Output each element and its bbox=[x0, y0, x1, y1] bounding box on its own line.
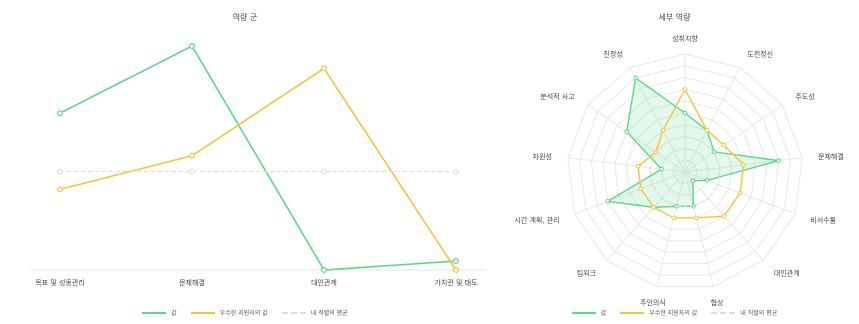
radar-grid-ring bbox=[661, 147, 709, 196]
line-chart-legend: 값 우수한 지원자의 값 내 직렬의 평균 bbox=[0, 308, 490, 317]
radar-axis-label: 도전정신 bbox=[747, 49, 773, 58]
radar-axis-label: 주도성 bbox=[795, 92, 814, 101]
legend-label: 값 bbox=[171, 310, 177, 317]
radar-grid-ring bbox=[672, 159, 698, 184]
radar-axis-label: 비서수툼 bbox=[810, 216, 836, 225]
data-point[interactable] bbox=[189, 168, 196, 175]
legend-swatch-top-applicant bbox=[620, 311, 645, 314]
radar-point[interactable] bbox=[624, 129, 630, 135]
legend-item-top-applicant[interactable]: 우수한 지원자의 값 bbox=[620, 308, 697, 317]
radar-spoke bbox=[567, 157, 686, 173]
radar-point[interactable] bbox=[776, 158, 782, 163]
data-point[interactable] bbox=[56, 110, 63, 117]
radar-axis-label: 주인의식 bbox=[640, 298, 666, 307]
radar-spoke bbox=[684, 104, 783, 173]
data-point[interactable] bbox=[56, 168, 63, 175]
radar-grid-ring bbox=[590, 77, 780, 265]
radar-point[interactable] bbox=[660, 127, 666, 133]
line-chart: 목표 및 성동관리 문제해결 대인관계 가치관 및 태도 bbox=[30, 42, 486, 287]
data-point[interactable] bbox=[321, 65, 328, 72]
radar-series-1 bbox=[637, 87, 745, 219]
data-point[interactable] bbox=[453, 267, 460, 274]
data-point[interactable] bbox=[189, 152, 196, 159]
legend-label: 값 bbox=[600, 310, 607, 317]
data-point[interactable] bbox=[56, 186, 63, 193]
radar-series-2 bbox=[649, 136, 721, 207]
radar-grid-ring bbox=[579, 65, 791, 276]
radar-point[interactable] bbox=[635, 164, 641, 169]
radar-axis-label: 대인관계 bbox=[774, 268, 800, 277]
legend-swatch-average bbox=[281, 311, 306, 314]
radar-chart-legend: 값 우수한 지원자의 값 내 직렬의 평균 bbox=[490, 308, 859, 317]
radar-point[interactable] bbox=[659, 166, 664, 172]
radar-axis-label: 팀워크 bbox=[577, 269, 597, 277]
radar-point[interactable] bbox=[721, 213, 727, 219]
radar-axis-label: 진정성 bbox=[603, 49, 622, 58]
radar-point[interactable] bbox=[690, 178, 696, 184]
x-tick-label: 대인관계 bbox=[311, 278, 337, 287]
radar-axis-label: 성취지향 bbox=[672, 34, 698, 43]
radar-point[interactable] bbox=[605, 198, 611, 204]
radar-point[interactable] bbox=[633, 75, 638, 81]
legend-swatch-average bbox=[711, 311, 736, 314]
radar-axis-label: 분석적 사고 bbox=[540, 92, 575, 101]
radar-grid-ring bbox=[602, 88, 768, 253]
radar-point[interactable] bbox=[693, 215, 699, 221]
series-line-1 bbox=[59, 67, 457, 271]
radar-point[interactable] bbox=[737, 190, 743, 196]
x-tick-label: 목표 및 성동관리 bbox=[35, 278, 85, 287]
radar-point[interactable] bbox=[704, 127, 710, 133]
radar-axis-label: 시간 계획, 관리 bbox=[514, 216, 559, 225]
series-line-0 bbox=[59, 44, 457, 271]
radar-point[interactable] bbox=[704, 178, 710, 183]
line-chart-title: 역량 군 bbox=[232, 13, 258, 22]
legend-label: 내 직렬의 평균 bbox=[310, 310, 348, 317]
radar-spoke bbox=[606, 171, 686, 261]
line-chart-panel: 역량 군 목표 및 성동관리 문제해결 대인관계 가치관 및 태도 값 우수한 지원자… bbox=[0, 13, 490, 317]
radar-point[interactable] bbox=[682, 87, 688, 92]
legend-item-average[interactable]: 내 직렬의 평균 bbox=[281, 308, 348, 317]
radar-spoke bbox=[629, 67, 686, 173]
radar-point[interactable] bbox=[741, 162, 746, 168]
legend-item-value[interactable]: 값 bbox=[571, 308, 607, 317]
data-point[interactable] bbox=[321, 267, 328, 274]
radar-axis-label: 문제해결 bbox=[818, 152, 844, 161]
radar-point[interactable] bbox=[671, 215, 677, 221]
data-point[interactable] bbox=[189, 42, 196, 49]
radar-point[interactable] bbox=[651, 205, 657, 210]
radar-point[interactable] bbox=[638, 186, 644, 192]
data-point[interactable] bbox=[453, 168, 460, 175]
radar-point[interactable] bbox=[682, 110, 688, 116]
legend-item-top-applicant[interactable]: 우수한 지원자의 값 bbox=[190, 308, 268, 317]
legend-item-average[interactable]: 내 직렬의 평균 bbox=[711, 308, 777, 317]
legend-label: 내 직렬의 평균 bbox=[740, 310, 778, 317]
x-tick-label: 가치관 및 태도 bbox=[434, 278, 478, 287]
radar-spoke bbox=[656, 171, 686, 287]
radar-point[interactable] bbox=[674, 204, 679, 209]
radar-spoke bbox=[684, 67, 741, 173]
x-tick-label: 문제해결 bbox=[179, 278, 205, 287]
radar-grid-ring bbox=[625, 112, 745, 230]
radar-spoke bbox=[684, 171, 714, 287]
radar-grid-ring bbox=[614, 100, 756, 242]
radar-point[interactable] bbox=[721, 142, 727, 148]
radar-chart-title: 세부 역량 bbox=[658, 13, 691, 22]
legend-item-value[interactable]: 값 bbox=[142, 308, 177, 317]
legend-swatch-value bbox=[571, 311, 596, 314]
radar-grid-ring bbox=[567, 53, 803, 288]
legend-label: 우수한 지원자의 값 bbox=[219, 310, 268, 317]
radar-axis-label: 차원성 bbox=[533, 152, 552, 161]
legend-swatch-top-applicant bbox=[190, 311, 215, 314]
radar-series-0 bbox=[605, 76, 779, 209]
legend-swatch-value bbox=[142, 311, 167, 314]
radar-axis-label: 협상 bbox=[711, 298, 724, 307]
radar-spoke bbox=[574, 171, 686, 215]
legend-label: 우수한 지원자의 값 bbox=[649, 310, 698, 317]
data-point[interactable] bbox=[453, 258, 460, 265]
radar-spoke bbox=[587, 104, 686, 173]
data-point[interactable] bbox=[321, 168, 328, 175]
